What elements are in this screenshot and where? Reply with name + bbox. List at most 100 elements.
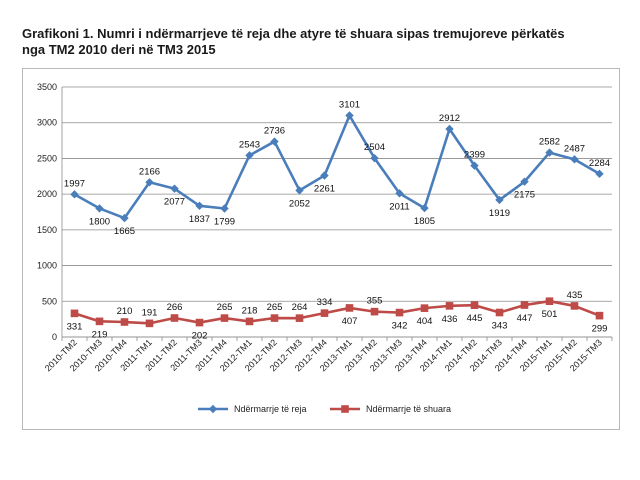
data-point <box>70 190 79 199</box>
data-label: 1805 <box>414 216 435 227</box>
data-point <box>170 184 179 193</box>
data-point <box>145 319 154 328</box>
data-label: 1837 <box>189 214 210 225</box>
data-label: 407 <box>342 316 358 327</box>
data-point <box>545 297 554 306</box>
data-label: 355 <box>367 296 383 307</box>
data-point <box>445 124 454 134</box>
data-label: 2543 <box>239 139 260 150</box>
data-label: 404 <box>417 316 433 327</box>
data-label: 2077 <box>164 197 185 208</box>
data-point <box>395 308 404 317</box>
data-label: 210 <box>117 306 133 317</box>
data-point <box>495 195 504 205</box>
data-point <box>195 318 204 327</box>
chart-frame <box>22 68 620 430</box>
data-label: 1665 <box>114 226 135 237</box>
data-point <box>145 178 154 187</box>
data-point <box>245 317 254 326</box>
y-tick-label: 3000 <box>37 118 57 128</box>
data-label: 219 <box>92 329 108 340</box>
data-point <box>270 137 279 146</box>
data-point <box>570 302 579 310</box>
data-label: 2261 <box>314 184 335 195</box>
data-point <box>520 301 529 309</box>
data-point <box>470 161 479 170</box>
data-label: 2284 <box>589 158 610 169</box>
data-label: 1800 <box>89 216 110 227</box>
data-label: 191 <box>142 307 158 318</box>
data-point <box>345 111 354 120</box>
data-label: 266 <box>167 302 183 313</box>
data-label: 2166 <box>139 166 160 177</box>
data-point <box>320 309 329 317</box>
data-point <box>370 153 379 163</box>
data-point <box>120 318 129 326</box>
data-point <box>245 151 254 160</box>
data-label: 299 <box>592 324 608 335</box>
y-tick-label: 3500 <box>37 82 57 92</box>
y-tick-label: 0 <box>52 332 57 342</box>
y-tick-label: 1000 <box>37 261 57 271</box>
data-label: 2582 <box>539 137 560 148</box>
y-tick-label: 500 <box>42 296 57 306</box>
data-label: 2736 <box>264 126 285 137</box>
legend-marker <box>341 405 349 413</box>
data-label: 343 <box>492 321 508 332</box>
data-point <box>70 309 79 318</box>
data-point <box>295 186 304 195</box>
legend-label: Ndërmarrje të reja <box>234 404 307 414</box>
y-tick-label: 2500 <box>37 153 57 163</box>
data-label: 264 <box>292 302 308 313</box>
data-label: 1919 <box>489 208 510 219</box>
data-label: 2504 <box>364 142 385 153</box>
data-label: 3101 <box>339 100 360 111</box>
data-point <box>320 171 329 180</box>
data-point <box>220 204 229 213</box>
series-line <box>73 114 601 220</box>
data-point <box>420 203 429 213</box>
data-label: 445 <box>467 313 483 324</box>
data-label: 2175 <box>514 190 535 201</box>
data-label: 447 <box>517 313 533 324</box>
data-label: 265 <box>217 302 233 313</box>
data-label: 1997 <box>64 178 85 189</box>
chart-title-line-2: nga TM2 2010 deri në TM3 2015 <box>22 42 216 57</box>
y-tick-label: 1500 <box>37 225 57 235</box>
data-point <box>170 314 179 322</box>
data-point <box>295 314 304 322</box>
data-point <box>395 189 404 198</box>
data-point <box>420 304 429 312</box>
data-label: 1799 <box>214 217 235 228</box>
data-point <box>220 314 229 322</box>
data-label: 2052 <box>289 198 310 209</box>
data-label: 218 <box>242 305 258 316</box>
data-label: 2487 <box>564 143 585 154</box>
data-label: 342 <box>392 321 408 332</box>
legend-label: Ndërmarrje të shuara <box>366 404 451 414</box>
data-label: 331 <box>67 321 83 332</box>
data-point <box>120 213 129 223</box>
data-label: 2399 <box>464 150 485 161</box>
data-label: 436 <box>442 314 458 325</box>
data-point <box>570 155 579 164</box>
legend-marker <box>208 404 218 414</box>
data-label: 2912 <box>439 113 460 124</box>
data-label: 334 <box>317 297 333 308</box>
data-point <box>470 301 479 310</box>
data-label: 202 <box>192 331 208 342</box>
data-label: 501 <box>542 309 558 320</box>
data-label: 435 <box>567 290 583 301</box>
data-point <box>595 311 604 320</box>
data-label: 2011 <box>389 201 409 212</box>
data-point <box>270 314 279 322</box>
data-point <box>345 304 354 312</box>
data-point <box>370 307 379 316</box>
chart-title-line-1: Grafikoni 1. Numri i ndërmarrjeve të rej… <box>22 26 565 41</box>
data-point <box>595 169 604 179</box>
data-label: 265 <box>267 302 283 313</box>
data-point <box>495 308 504 317</box>
y-tick-label: 2000 <box>37 189 57 199</box>
data-point <box>95 317 104 326</box>
